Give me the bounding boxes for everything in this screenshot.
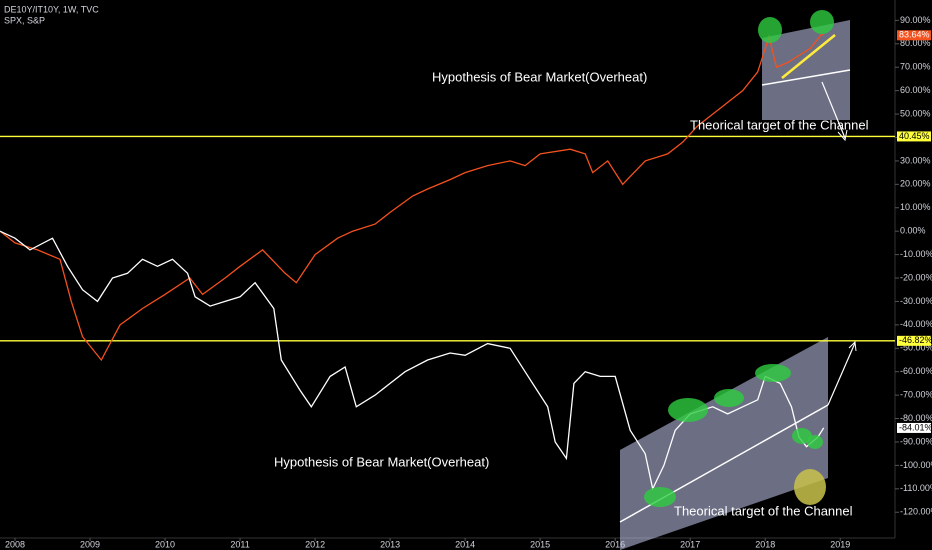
y-tick-label: -50.00% [900,343,932,353]
price-tag [897,422,931,433]
arrow [821,81,846,139]
legend-entry: DE10Y/IT10Y, 1W, TVC [4,4,99,14]
highlight [810,10,834,34]
price-tag-label: 40.45% [899,131,930,141]
price-tag [897,131,931,142]
highlight [792,428,812,444]
y-tick-label: 10.00% [900,202,931,212]
legend-entry: SPX, S&P [4,15,45,25]
highlight [714,389,744,407]
y-tick-label: 20.00% [900,179,931,189]
y-tick-label: -70.00% [900,390,932,400]
x-tick-label: 2013 [380,539,400,549]
price-tag [897,30,931,41]
y-tick-label: 30.00% [900,155,931,165]
x-tick-label: 2012 [305,539,325,549]
y-tick-label: -30.00% [900,296,932,306]
highlight [668,398,708,422]
highlight [807,435,823,449]
x-tick-label: 2014 [455,539,475,549]
arrow-head [848,340,857,352]
x-tick-label: 2019 [830,539,850,549]
x-tick-label: 2009 [80,539,100,549]
y-tick-label: 60.00% [900,85,931,95]
annotation: Theorical target of the Channel [674,503,853,518]
drawings [644,10,857,507]
y-tick-label: -100.00% [900,460,932,470]
price-tag [897,335,931,346]
highlight [758,17,782,43]
x-tick-label: 2017 [680,539,700,549]
x-tick-label: 2015 [530,539,550,549]
y-tick-label: -40.00% [900,319,932,329]
annotation: Hypothesis of Bear Market(Overheat) [274,454,489,469]
y-tick-label: 50.00% [900,108,931,118]
series-layer [0,33,895,491]
y-tick-label: -20.00% [900,272,932,282]
arrow-head [837,129,848,142]
annotation: Hypothesis of Bear Market(Overheat) [432,69,647,84]
y-tick-label: -120.00% [900,507,932,517]
y-tick-label: -60.00% [900,366,932,376]
highlight [755,364,791,382]
highlight [794,469,826,505]
y-tick-label: 70.00% [900,62,931,72]
highlight [644,487,676,507]
y-tick-label: 80.00% [900,38,931,48]
y-tick-label: -10.00% [900,249,932,259]
x-tick-label: 2011 [230,539,249,549]
channel [762,20,850,120]
trend-line [781,34,836,79]
price-tag-label: -84.01% [899,422,932,432]
channel-line [761,69,851,86]
arrow [827,342,856,406]
price-tag-label: 83.64% [899,30,930,40]
y-tick-label: -80.00% [900,413,932,423]
x-tick-label: 2010 [155,539,175,549]
y-tick-label: -90.00% [900,436,932,446]
y-tick-label: -110.00% [900,483,932,493]
y-tick-label: 90.00% [900,15,931,25]
series-line [0,230,825,491]
x-tick-label: 2018 [755,539,775,549]
price-tag-label: -46.82% [899,335,932,345]
y-tick-label: 0.00% [900,226,926,236]
annotation: Theorical target of the Channel [690,117,869,132]
x-tick-label: 2016 [605,539,625,549]
x-tick-label: 2008 [5,539,25,549]
series-line [0,33,824,362]
